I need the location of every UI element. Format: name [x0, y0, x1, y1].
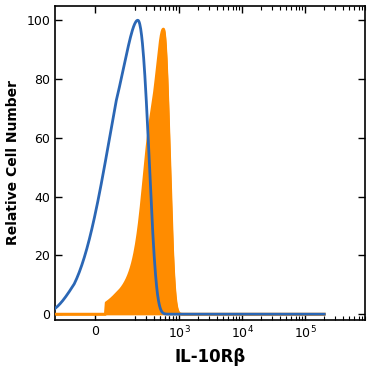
X-axis label: IL-10Rβ: IL-10Rβ	[175, 349, 246, 366]
Y-axis label: Relative Cell Number: Relative Cell Number	[6, 80, 20, 245]
